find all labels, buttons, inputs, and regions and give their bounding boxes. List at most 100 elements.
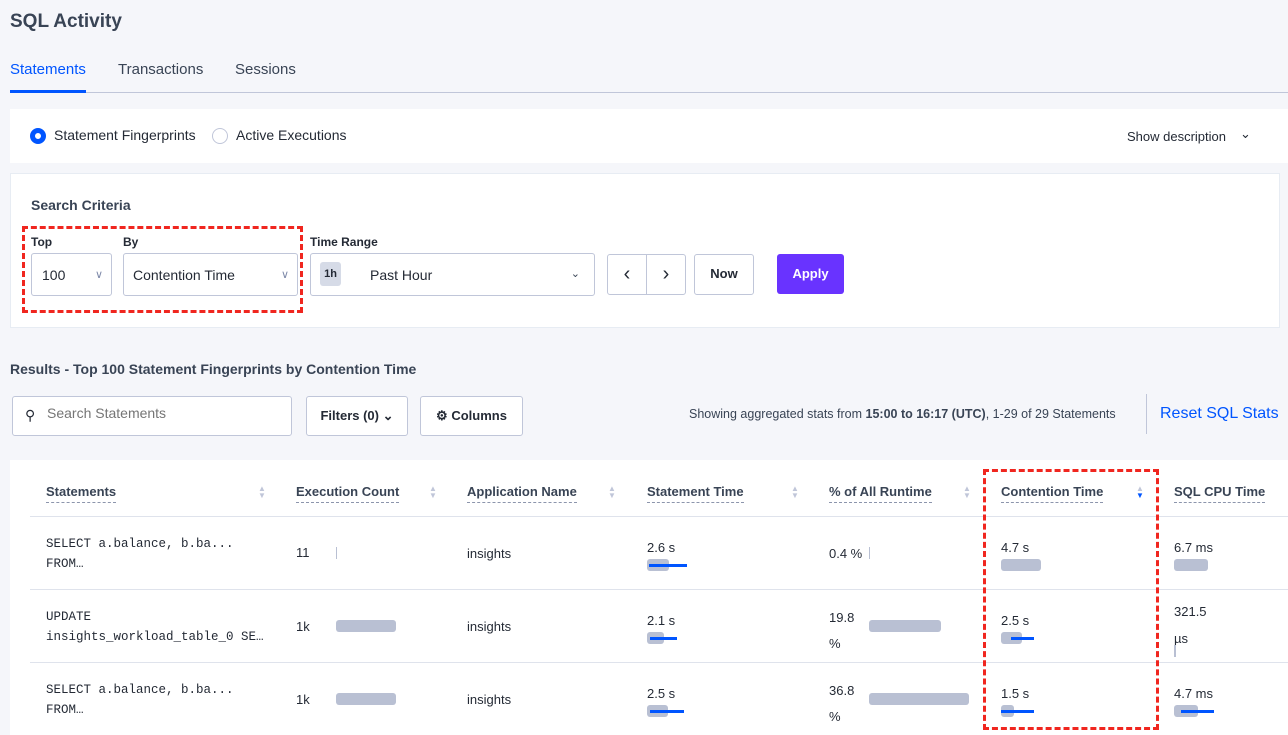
runtime-pct: 19.8 % [829,610,855,651]
search-icon: ⚲ [25,407,36,423]
chevron-down-icon: ∨ [280,269,289,281]
col-statements[interactable]: Statements [46,484,117,503]
runtime-bar [869,547,870,559]
sort-icon[interactable]: ▲ ▼ [608,484,616,500]
next-time-button[interactable]: › [646,254,686,295]
row-divider [30,662,1288,663]
contention-dev [1001,710,1034,713]
gear-icon: ⚙ [436,408,448,423]
statements-table [10,460,1288,735]
results-title: Results - Top 100 Statement Fingerprints… [10,361,417,377]
filters-label: Filters (0) [320,408,379,423]
stmt-time-dev [649,564,687,567]
runtime-bar [869,620,941,632]
tab-statements[interactable]: Statements [10,61,86,78]
statement-line: insights_workload_table_0 SE… [46,630,264,644]
col-application-name[interactable]: Application Name [467,484,577,503]
exec-count: 1k [296,619,310,634]
sort-desc-icon[interactable]: ▲ ▼ [1136,484,1144,500]
reset-sql-stats-link[interactable]: Reset SQL Stats [1160,405,1279,422]
app-name: insights [467,692,512,707]
sort-icon[interactable]: ▲ ▼ [791,484,799,500]
top-select[interactable]: 100 ∨ [31,253,112,296]
by-label: By [123,235,139,249]
statement-link[interactable]: SELECT a.balance, b.ba... FROM… [46,680,234,720]
statement-line: FROM… [46,557,84,571]
sort-icon[interactable]: ▲ ▼ [258,484,266,500]
row-divider [30,589,1288,590]
search-field[interactable] [47,405,277,421]
exec-bar [336,547,337,559]
show-description-button[interactable]: Show description [1127,129,1226,144]
annotation-box-top-by [22,226,303,313]
col-statement-time[interactable]: Statement Time [647,484,744,503]
statement-line: UPDATE [46,610,92,624]
stmt-time-dev [650,710,684,713]
exec-bar [336,693,396,705]
contention-bar [1001,559,1041,571]
top-label: Top [31,235,53,249]
statement-line: FROM… [46,703,84,717]
radio-label-fingerprints[interactable]: Statement Fingerprints [54,127,196,143]
stmt-time-dev [650,637,677,640]
time-badge: 1h [320,262,341,286]
statement-time: 2.1 s [647,613,676,628]
cpu-bar [1174,559,1208,571]
statement-time: 2.6 s [647,540,676,555]
tab-transactions[interactable]: Transactions [118,61,204,78]
by-select[interactable]: Contention Time ∨ [123,253,298,296]
by-value: Contention Time [133,267,235,283]
columns-button[interactable]: ⚙ Columns [420,396,523,436]
page-title: SQL Activity [10,11,122,32]
contention-dev [1011,637,1034,640]
chevron-down-icon: ⌄ [570,268,580,280]
divider [1146,394,1147,434]
tab-sessions[interactable]: Sessions [235,61,296,78]
app-name: insights [467,546,512,561]
runtime-bar [869,693,969,705]
runtime-pct: 0.4 % [829,546,863,561]
col-execution-count[interactable]: Execution Count [296,484,400,503]
tab-divider [10,92,1288,93]
chevron-left-icon: ‹ [623,263,631,285]
col-sql-cpu-time[interactable]: SQL CPU Time [1174,484,1266,503]
search-criteria-title: Search Criteria [31,197,131,213]
statement-time: 2.5 s [647,686,676,701]
summary-suffix: , 1-29 of 29 Statements [985,407,1116,421]
sort-icon[interactable]: ▲ ▼ [429,484,437,500]
active-tab-indicator [10,90,86,93]
col-runtime-pct[interactable]: % of All Runtime [829,484,932,503]
radio-label-active[interactable]: Active Executions [236,127,347,143]
col-contention-time[interactable]: Contention Time [1001,484,1104,503]
contention-time: 1.5 s [1001,686,1030,701]
search-statements-input[interactable]: ⚲ [12,396,292,436]
statement-link[interactable]: SELECT a.balance, b.ba... FROM… [46,534,234,574]
summary-prefix: Showing aggregated stats from [689,407,866,421]
app-name: insights [467,619,512,634]
cpu-time: 4.7 ms [1174,686,1214,701]
radio-statement-fingerprints[interactable] [30,128,46,144]
search-criteria-panel [10,173,1280,328]
summary-range: 15:00 to 16:17 (UTC) [865,407,986,421]
time-range-select[interactable]: 1h Past Hour ⌄ [310,253,595,296]
chevron-right-icon: › [662,263,670,285]
statement-line: SELECT a.balance, b.ba... [46,537,234,551]
statement-link[interactable]: UPDATE insights_workload_table_0 SE… [46,607,264,647]
chevron-down-icon: ⌄ [382,408,394,423]
chevron-down-icon[interactable]: ⌄ [1240,126,1251,141]
cpu-dev [1181,710,1214,713]
top-value: 100 [42,267,66,283]
time-range-label: Time Range [310,235,378,249]
exec-count: 1k [296,692,310,707]
previous-time-button[interactable]: ‹ [607,254,647,295]
apply-button[interactable]: Apply [777,254,844,294]
filters-button[interactable]: Filters (0) ⌄ [306,396,408,436]
exec-bar [336,620,396,632]
cpu-bar [1174,645,1176,657]
radio-active-executions[interactable] [212,128,228,144]
chevron-down-icon: ∨ [94,269,103,281]
now-button[interactable]: Now [694,254,754,295]
exec-count: 11 [296,545,310,560]
sort-icon[interactable]: ▲ ▼ [963,484,971,500]
row-divider [30,516,1288,517]
